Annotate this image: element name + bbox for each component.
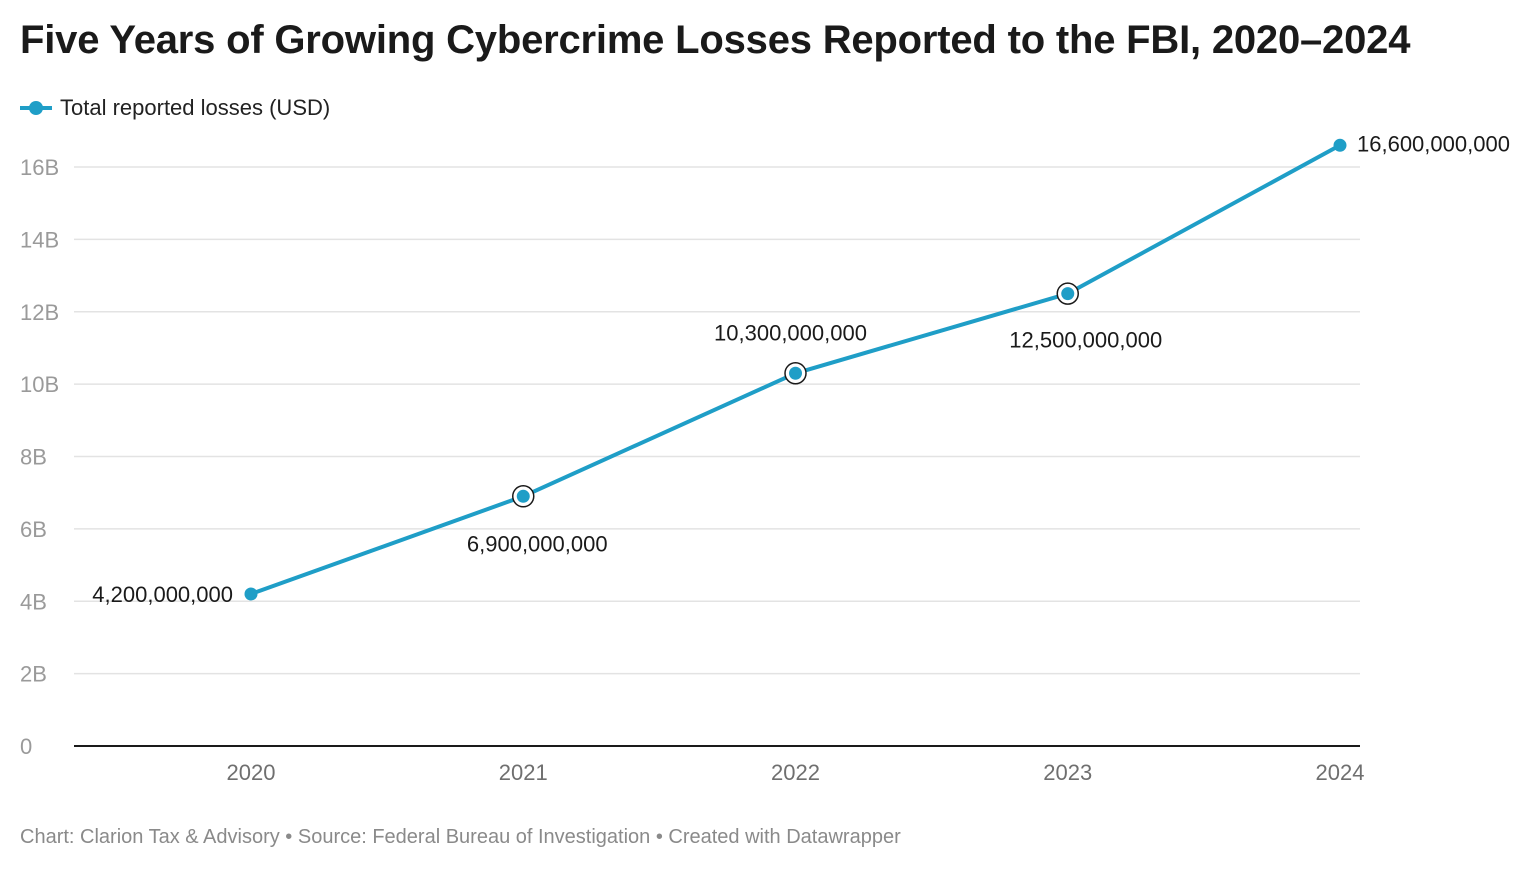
y-tick-label: 10B [20, 372, 59, 397]
chart-title: Five Years of Growing Cybercrime Losses … [20, 18, 1411, 62]
data-point [1333, 138, 1347, 152]
y-tick-label: 16B [20, 155, 59, 180]
x-tick-label: 2023 [1043, 760, 1092, 785]
legend: Total reported losses (USD) [20, 94, 330, 122]
data-point [789, 366, 802, 380]
x-tick-label: 2020 [227, 760, 276, 785]
chart-footer: Chart: Clarion Tax & Advisory • Source: … [20, 826, 901, 848]
y-tick-label: 2B [20, 662, 47, 687]
data-label: 10,300,000,000 [714, 320, 867, 345]
y-tick-label: 14B [20, 227, 59, 252]
y-tick-label: 12B [20, 300, 59, 325]
y-tick-label: 6B [20, 517, 47, 542]
x-tick-label: 2021 [499, 760, 548, 785]
legend-label: Total reported losses (USD) [60, 95, 331, 120]
data-point [244, 587, 258, 601]
y-tick-label: 0 [20, 734, 32, 759]
x-tick-label: 2024 [1316, 760, 1365, 785]
y-tick-label: 8B [20, 445, 47, 470]
legend-swatch-line [20, 101, 52, 115]
data-label: 16,600,000,000 [1357, 131, 1510, 156]
data-label: 12,500,000,000 [1009, 328, 1162, 353]
data-point [1061, 287, 1075, 301]
x-tick-label: 2022 [771, 760, 820, 785]
y-tick-label: 4B [20, 589, 47, 614]
data-label: 6,900,000,000 [467, 531, 608, 556]
data-point [516, 489, 530, 503]
data-label: 4,200,000,000 [92, 582, 233, 607]
